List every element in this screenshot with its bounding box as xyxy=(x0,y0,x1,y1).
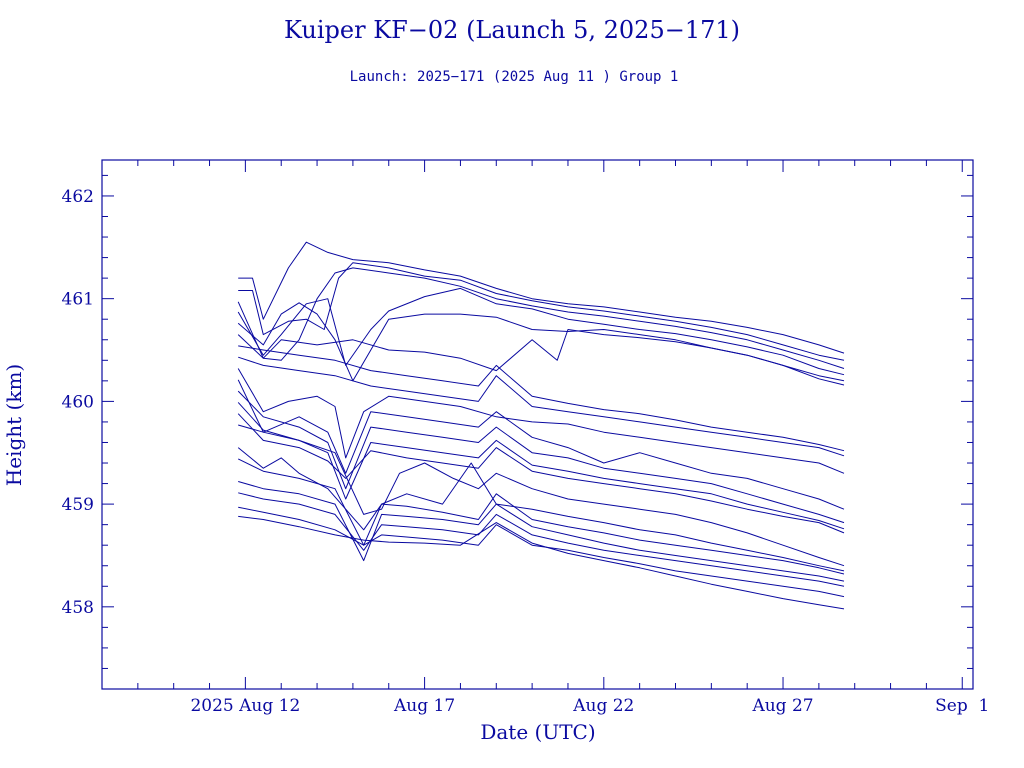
series-line-15 xyxy=(237,447,845,572)
series-group xyxy=(237,241,845,610)
chart-subtitle: Launch: 2025−171 (2025 Aug 11 ) Group 1 xyxy=(350,69,679,85)
y-tick-label: 462 xyxy=(62,187,94,207)
x-tick-label: Aug 27 xyxy=(751,696,813,716)
x-tick-label: Sep 1 xyxy=(935,696,989,716)
x-tick-label: 2025 Aug 12 xyxy=(190,696,300,716)
series-line-7 xyxy=(238,345,845,452)
series-line-4 xyxy=(237,287,845,376)
series-line-11 xyxy=(237,390,845,524)
series-line-12 xyxy=(237,402,845,530)
y-tick-label: 460 xyxy=(62,392,94,412)
series-line-18 xyxy=(238,492,845,587)
x-tick-label: Aug 17 xyxy=(393,696,455,716)
series-line-13 xyxy=(237,413,845,534)
axis-ticks xyxy=(101,160,973,690)
series-line-8 xyxy=(238,356,845,457)
series-line-9 xyxy=(237,368,845,474)
series-line-17 xyxy=(238,481,845,582)
series-line-6 xyxy=(237,329,845,386)
series-line-10 xyxy=(237,379,845,510)
y-tick-label: 458 xyxy=(62,598,94,618)
series-line-1 xyxy=(238,241,845,354)
series-line-16 xyxy=(237,458,845,575)
tick-labels: 458 459 460 461 462 2025 Aug 12 Aug 17 Aug 22 Au… xyxy=(62,187,990,716)
y-axis-label: Height (km) xyxy=(2,364,26,486)
y-tick-label: 461 xyxy=(62,290,94,310)
plot-frame xyxy=(101,159,974,690)
x-axis-label: Date (UTC) xyxy=(480,720,595,744)
series-line-19 xyxy=(238,506,845,598)
series-line-20 xyxy=(238,515,845,610)
y-tick-label: 459 xyxy=(62,495,94,515)
series-line-2 xyxy=(238,262,845,361)
series-line-3 xyxy=(237,267,845,369)
chart-title: Kuiper KF−02 (Launch 5, 2025−171) xyxy=(284,16,740,44)
series-line-14 xyxy=(238,424,845,567)
x-tick-label: Aug 22 xyxy=(572,696,634,716)
